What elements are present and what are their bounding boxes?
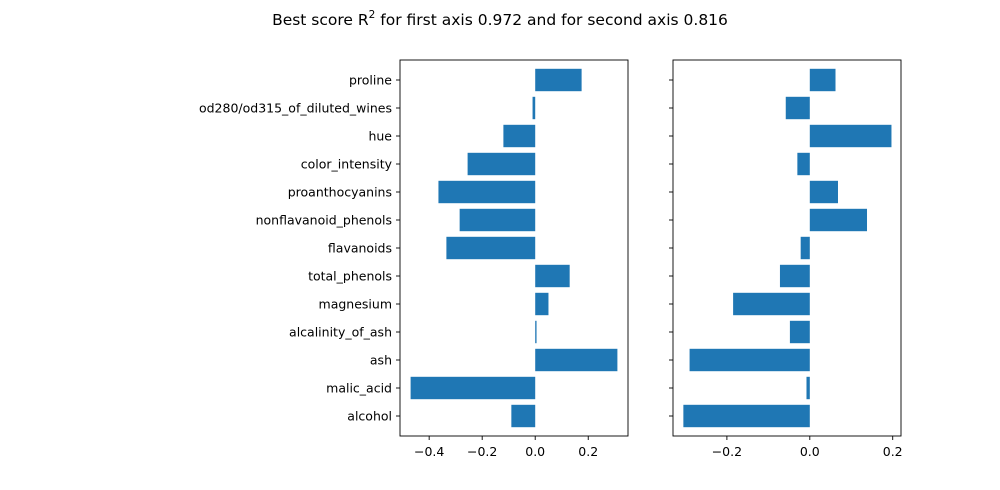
y-tick-label: nonflavanoid_phenols [256,213,392,228]
y-tick-label: proline [349,73,392,88]
x-tick-label: 0.0 [525,444,545,459]
right-subplot: −0.2 0.0 0.2 [669,59,903,459]
y-tick-label: ash [370,353,392,368]
bar-malic-acid [806,376,810,400]
bar-ash [535,348,618,372]
bar-proline [535,68,582,92]
x-tick-label: 0.2 [883,444,903,459]
bar-proanthocyanins [438,180,536,204]
y-tick-label: proanthocyanins [288,185,392,200]
figure-title: Best score R2 for first axis 0.972 and f… [272,9,728,29]
bar-proline [809,68,836,92]
bar-hue [503,124,536,148]
bar-total-phenols [779,264,810,288]
bar-color-intensity [797,152,810,176]
bar-od280-od315-of-diluted-wines [785,96,810,120]
bar-alcalinity-of-ash [535,320,537,344]
y-tick-label: malic_acid [326,381,392,396]
y-tick-label: alcalinity_of_ash [289,325,392,340]
x-tick-label: 0.0 [800,444,820,459]
y-tick-label: alcohol [347,409,392,424]
y-tick-label: flavanoids [328,241,392,256]
left-subplot: −0.4 −0.2 0.0 0.2 alcohol malic_acid ash alcali… [199,59,629,459]
bar-nonflavanoid-phenols [459,208,536,232]
bar-malic-acid [410,376,536,400]
y-tick-label: hue [368,129,392,144]
x-tick-label: −0.2 [467,444,497,459]
bar-magnesium [733,292,810,316]
bar-alcohol [683,404,810,428]
title-main: Best score R [272,11,369,29]
bar-ash [689,348,810,372]
x-tick-label: −0.4 [414,444,444,459]
bar-hue [809,124,892,148]
x-tick-label: 0.2 [578,444,598,459]
x-tick-label: −0.2 [712,444,742,459]
title-rest: for first axis 0.972 and for second axis… [375,11,728,29]
bar-total-phenols [535,264,570,288]
y-tick-label: od280/od315_of_diluted_wines [199,101,392,116]
bar-alcohol [511,404,536,428]
y-tick-label: total_phenols [308,269,392,284]
bar-od280-od315-of-diluted-wines [532,96,536,120]
bar-proanthocyanins [809,180,838,204]
bar-flavanoids [446,236,536,260]
bar-color-intensity [467,152,536,176]
y-tick-label: magnesium [319,297,392,312]
title-superscript: 2 [369,9,376,21]
bar-alcalinity-of-ash [789,320,810,344]
bar-magnesium [535,292,549,316]
bar-nonflavanoid-phenols [809,208,868,232]
y-tick-label: color_intensity [301,157,393,172]
bar-flavanoids [800,236,810,260]
